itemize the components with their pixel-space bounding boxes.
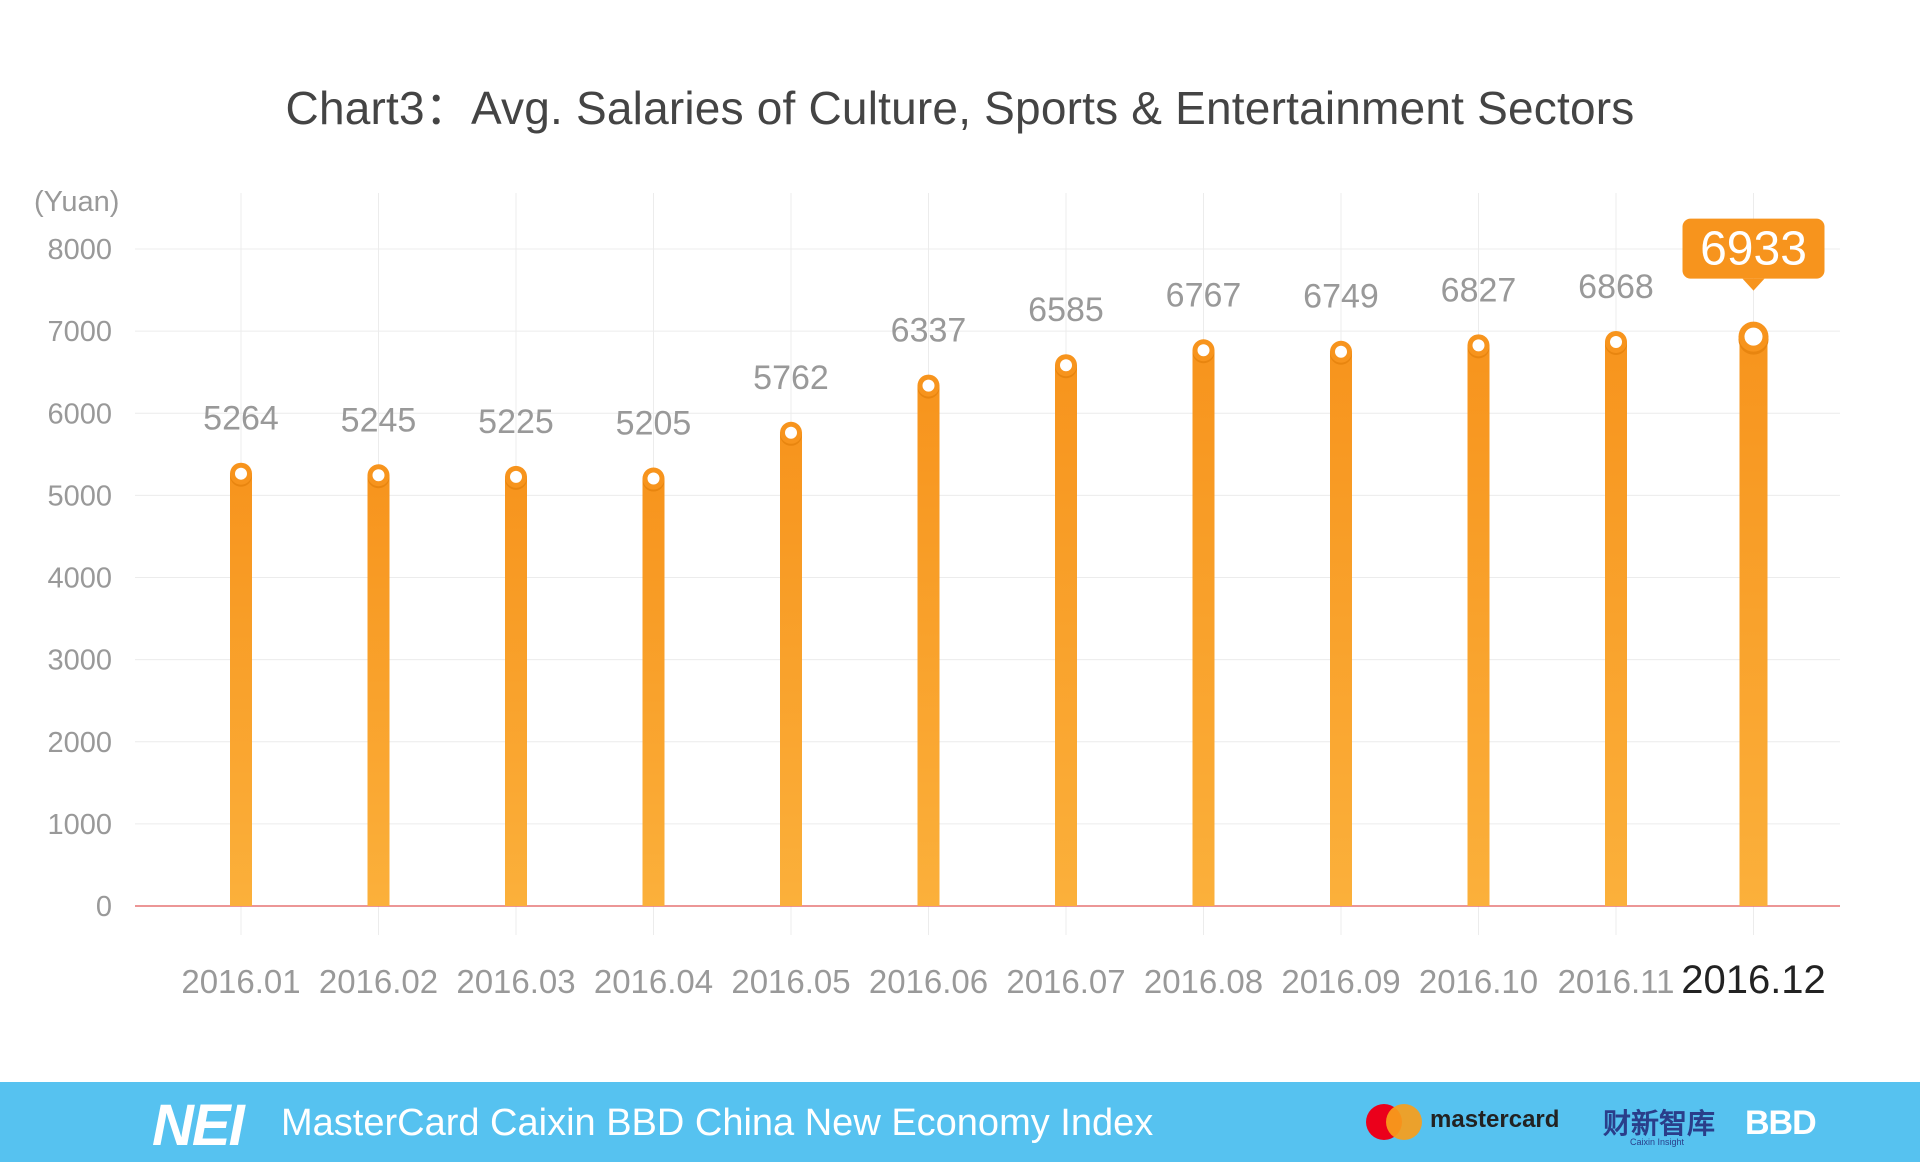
marker-center-2016.09 (1335, 345, 1347, 358)
x-tick-label: 2016.04 (594, 963, 713, 1000)
data-label: 6749 (1303, 278, 1379, 316)
bar-2016.11 (1605, 341, 1627, 906)
y-axis-label: (Yuan) (34, 186, 119, 218)
bar-2016.02 (367, 475, 390, 906)
x-tick-label: 2016.03 (456, 963, 575, 1000)
bar-chart: 0 1000 2000 3000 4000 5000 6000 7000 8000 (Yuan) 2… (34, 186, 1840, 1002)
data-label: 5264 (203, 400, 279, 438)
bbd-logo: BBD (1745, 1104, 1817, 1142)
data-label: 5225 (478, 403, 554, 441)
y-tick-label: 8000 (47, 234, 112, 266)
bar-2016.06 (917, 385, 940, 907)
marker-center-2016.02 (372, 469, 385, 482)
data-label: 5205 (616, 405, 692, 443)
mastercard-wordmark: mastercard (1430, 1106, 1560, 1133)
chart-title: Chart3：Avg. Salaries of Culture, Sports … (285, 82, 1635, 134)
bar-2016.03 (505, 476, 527, 906)
bar-2016.04 (642, 478, 665, 906)
y-tick-label: 2000 (47, 727, 112, 759)
bar-2016.12 (1739, 336, 1768, 906)
bar-2016.07 (1055, 365, 1077, 906)
bar-2016.08 (1192, 350, 1215, 906)
x-tick-label: 2016.09 (1281, 963, 1400, 1000)
y-tick-label: 6000 (47, 398, 112, 430)
x-tick-label: 2016.02 (319, 963, 438, 1000)
marker-center-2016.06 (922, 379, 935, 392)
data-label: 6827 (1441, 271, 1517, 309)
y-tick-label: 3000 (47, 645, 112, 677)
x-tick-label: 2016.05 (731, 963, 850, 1000)
x-tick-label: 2016.10 (1419, 963, 1538, 1000)
x-tick-label: 2016.01 (181, 963, 300, 1000)
marker-center-2016.12 (1744, 327, 1763, 346)
bar-2016.05 (780, 432, 802, 906)
highlight-callout (1682, 218, 1825, 279)
data-label: 6337 (891, 312, 967, 350)
x-tick-label: 2016.07 (1006, 963, 1125, 1000)
x-tick-label: 2016.06 (869, 963, 988, 1000)
y-tick-label: 1000 (47, 809, 112, 841)
footer-bar: NEI MasterCard Caixin BBD China New Econ… (0, 1082, 1920, 1162)
y-tick-label: 0 (96, 891, 112, 923)
x-tick-label: 2016.12 (1681, 958, 1826, 1002)
index-name: MasterCard Caixin BBD China New Economy … (281, 1102, 1154, 1144)
marker-center-2016.11 (1610, 335, 1622, 348)
nei-logo: NEI (152, 1093, 245, 1158)
y-tick-label: 4000 (47, 563, 112, 595)
x-tick-label: 2016.08 (1144, 963, 1263, 1000)
mastercard-logo-icon (1366, 1104, 1422, 1140)
marker-center-2016.07 (1060, 359, 1072, 372)
marker-center-2016.10 (1472, 339, 1485, 352)
marker-center-2016.08 (1197, 344, 1210, 357)
y-tick-label: 7000 (47, 316, 112, 348)
y-tick-label: 5000 (47, 480, 112, 512)
bar-2016.01 (230, 473, 252, 906)
data-label: 6868 (1578, 268, 1654, 306)
marker-center-2016.01 (235, 467, 247, 480)
caixin-insight-subtitle: Caixin Insight (1630, 1137, 1685, 1147)
data-label: 6585 (1028, 291, 1104, 329)
data-label: 5762 (753, 359, 829, 397)
data-label-highlight: 6933 (1700, 223, 1807, 276)
marker-center-2016.05 (785, 426, 797, 439)
x-tick-label: 2016.11 (1558, 963, 1675, 1000)
bar-2016.10 (1467, 345, 1490, 906)
marker-center-2016.04 (647, 472, 660, 485)
caixin-insight-logo: 财新智库 (1603, 1107, 1716, 1140)
marker-center-2016.03 (510, 470, 522, 483)
data-label: 6767 (1166, 276, 1242, 314)
bar-2016.09 (1330, 351, 1352, 906)
data-label: 5245 (341, 401, 417, 439)
highlight-callout-pointer (1742, 278, 1765, 291)
